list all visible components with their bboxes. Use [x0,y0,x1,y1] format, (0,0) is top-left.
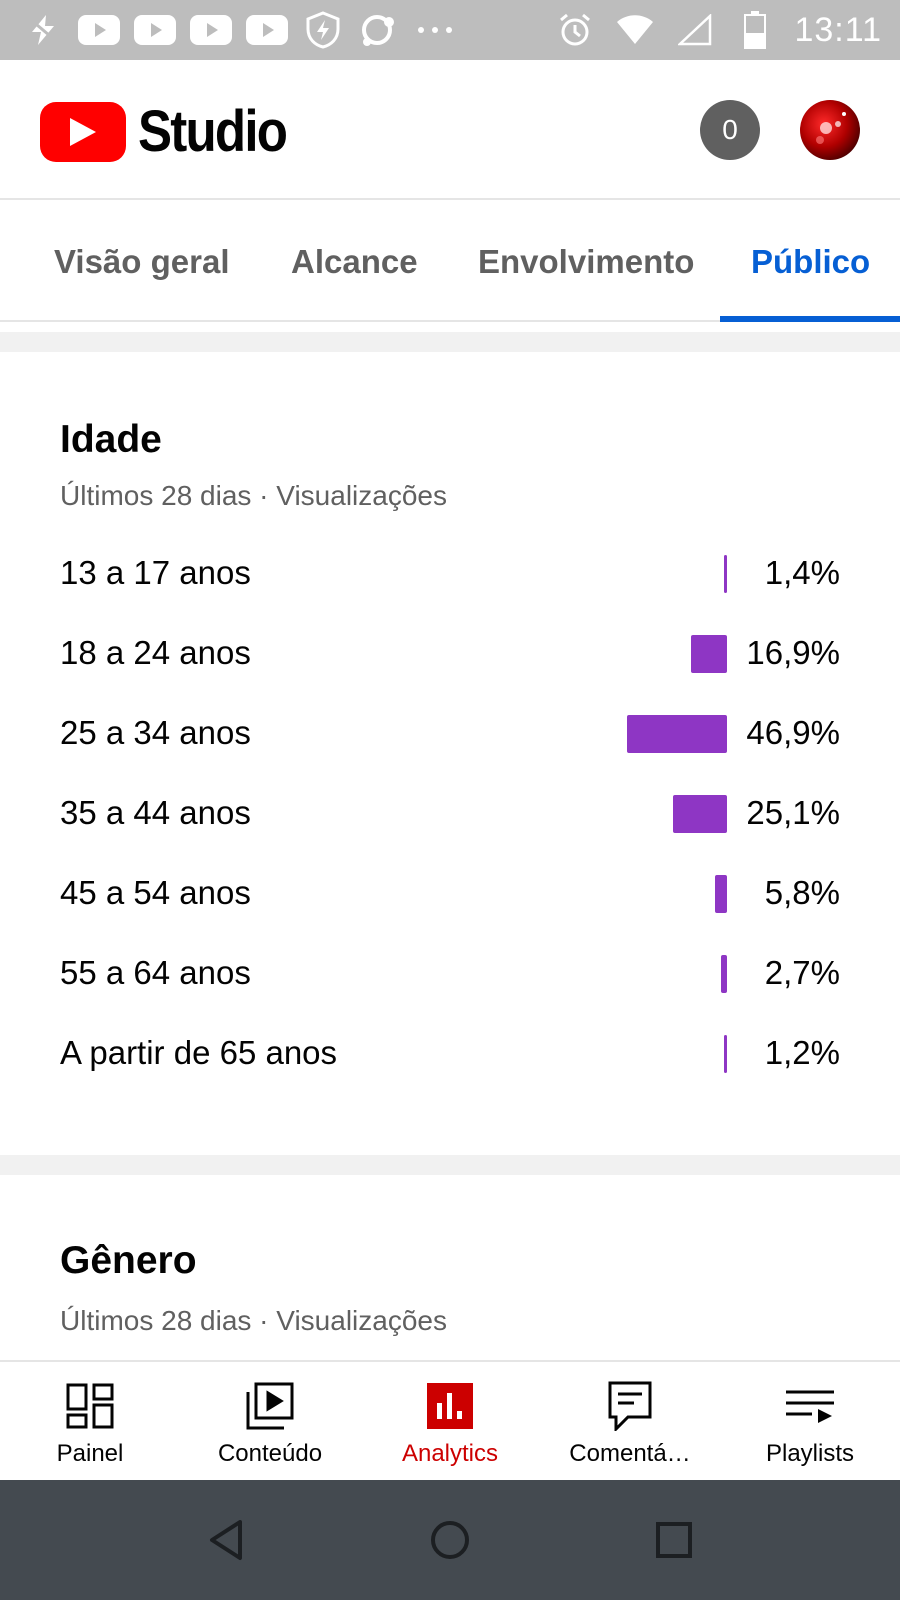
age-row: 25 a 34 anos 46,9% [0,703,900,763]
nav-label: Painel [56,1440,124,1467]
age-row-label: A partir de 65 anos [60,1034,338,1071]
recents-icon[interactable] [644,1510,704,1570]
tab-overview[interactable]: Visão geral [54,243,230,280]
age-row-label: 25 a 34 anos [60,714,251,751]
age-row-label: 18 a 24 anos [60,634,251,671]
age-row: 55 a 64 anos 2,7% [0,943,900,1003]
back-icon[interactable] [196,1510,256,1570]
active-tab-indicator [720,316,900,322]
avatar[interactable] [800,100,860,160]
tab-engagement[interactable]: Envolvimento [478,243,695,280]
shield-icon [302,11,344,49]
signal-icon [674,14,716,46]
age-row-bar [715,875,727,913]
age-row: 13 a 17 anos 1,4% [0,543,900,603]
nav-comments[interactable]: Comentá… [540,1362,720,1482]
age-row-label: 55 a 64 anos [60,954,251,991]
nav-label: Comentá… [569,1440,691,1467]
battery-icon [734,11,776,49]
nav-dashboard[interactable]: Painel [0,1362,180,1482]
age-row-value: 1,2% [764,1034,840,1071]
age-row: 45 a 54 anos 5,8% [0,863,900,923]
age-row-value: 25,1% [746,794,840,831]
notification-badge[interactable]: 0 [700,100,760,160]
age-row: 35 a 44 anos 25,1% [0,783,900,843]
wifi-icon [614,14,656,46]
age-row-label: 35 a 44 anos [60,794,251,831]
app-header: Studio 0 [0,60,900,200]
system-nav-bar [0,1480,900,1600]
nav-label: Conteúdo [217,1440,323,1467]
bottom-nav: Painel Conteúdo Analytics Comentá… Playl… [0,1360,900,1480]
nav-label: Playlists [765,1440,855,1467]
youtube-icon [78,14,120,46]
alarm-icon [554,13,596,46]
nav-analytics[interactable]: Analytics [360,1362,540,1482]
video-library-icon [242,1378,298,1434]
analytics-tabs: Visão geral Alcance Envolvimento Público [0,202,900,322]
age-row-bar [724,555,727,593]
logo-text: Studio [138,99,288,164]
gender-card-subtitle: Últimos 28 dias · Visualizações [60,1305,447,1336]
dashboard-icon [62,1378,118,1434]
age-row-value: 46,9% [746,714,840,751]
age-row-label: 45 a 54 anos [60,874,251,911]
age-row-bar [724,1035,727,1073]
gender-card-title: Gênero [60,1239,197,1282]
comment-icon [602,1378,658,1434]
tab-audience[interactable]: Público [751,243,871,280]
age-row-bar [627,715,727,753]
age-row-bar [673,795,727,833]
age-card-title: Idade [60,418,162,461]
age-row-bar [691,635,727,673]
sync-icon [358,14,400,46]
age-card: Idade Últimos 28 dias · Visualizações 13… [0,352,900,1155]
age-row: 18 a 24 anos 16,9% [0,623,900,683]
section-divider [0,332,900,352]
age-row-value: 5,8% [764,874,840,911]
status-bar: 13:11 [0,0,900,60]
flash-off-icon [22,14,64,46]
youtube-icon [190,14,232,46]
tab-reach[interactable]: Alcance [291,243,418,280]
status-icons-right: 13:11 [554,10,882,50]
youtube-studio-logo[interactable]: Studio [40,98,306,165]
more-horiz-icon [414,14,456,46]
playlist-icon [782,1378,838,1434]
nav-playlists[interactable]: Playlists [720,1362,900,1482]
age-card-subtitle: Últimos 28 dias · Visualizações [60,480,447,511]
analytics-icon [422,1378,478,1434]
age-row: A partir de 65 anos 1,2% [0,1023,900,1083]
youtube-logo-icon [40,101,126,162]
nav-label: Analytics [401,1440,499,1467]
age-row-value: 2,7% [764,954,840,991]
age-row-value: 16,9% [746,634,840,671]
status-time: 13:11 [794,10,882,49]
section-divider [0,1155,900,1175]
gender-card: Gênero Últimos 28 dias · Visualizações [0,1175,900,1360]
age-row-bar [721,955,727,993]
age-row-value: 1,4% [764,554,840,591]
nav-content[interactable]: Conteúdo [180,1362,360,1482]
status-icons-left [22,10,456,50]
age-row-label: 13 a 17 anos [60,554,251,591]
youtube-icon [134,14,176,46]
home-icon[interactable] [420,1510,480,1570]
youtube-icon [246,14,288,46]
